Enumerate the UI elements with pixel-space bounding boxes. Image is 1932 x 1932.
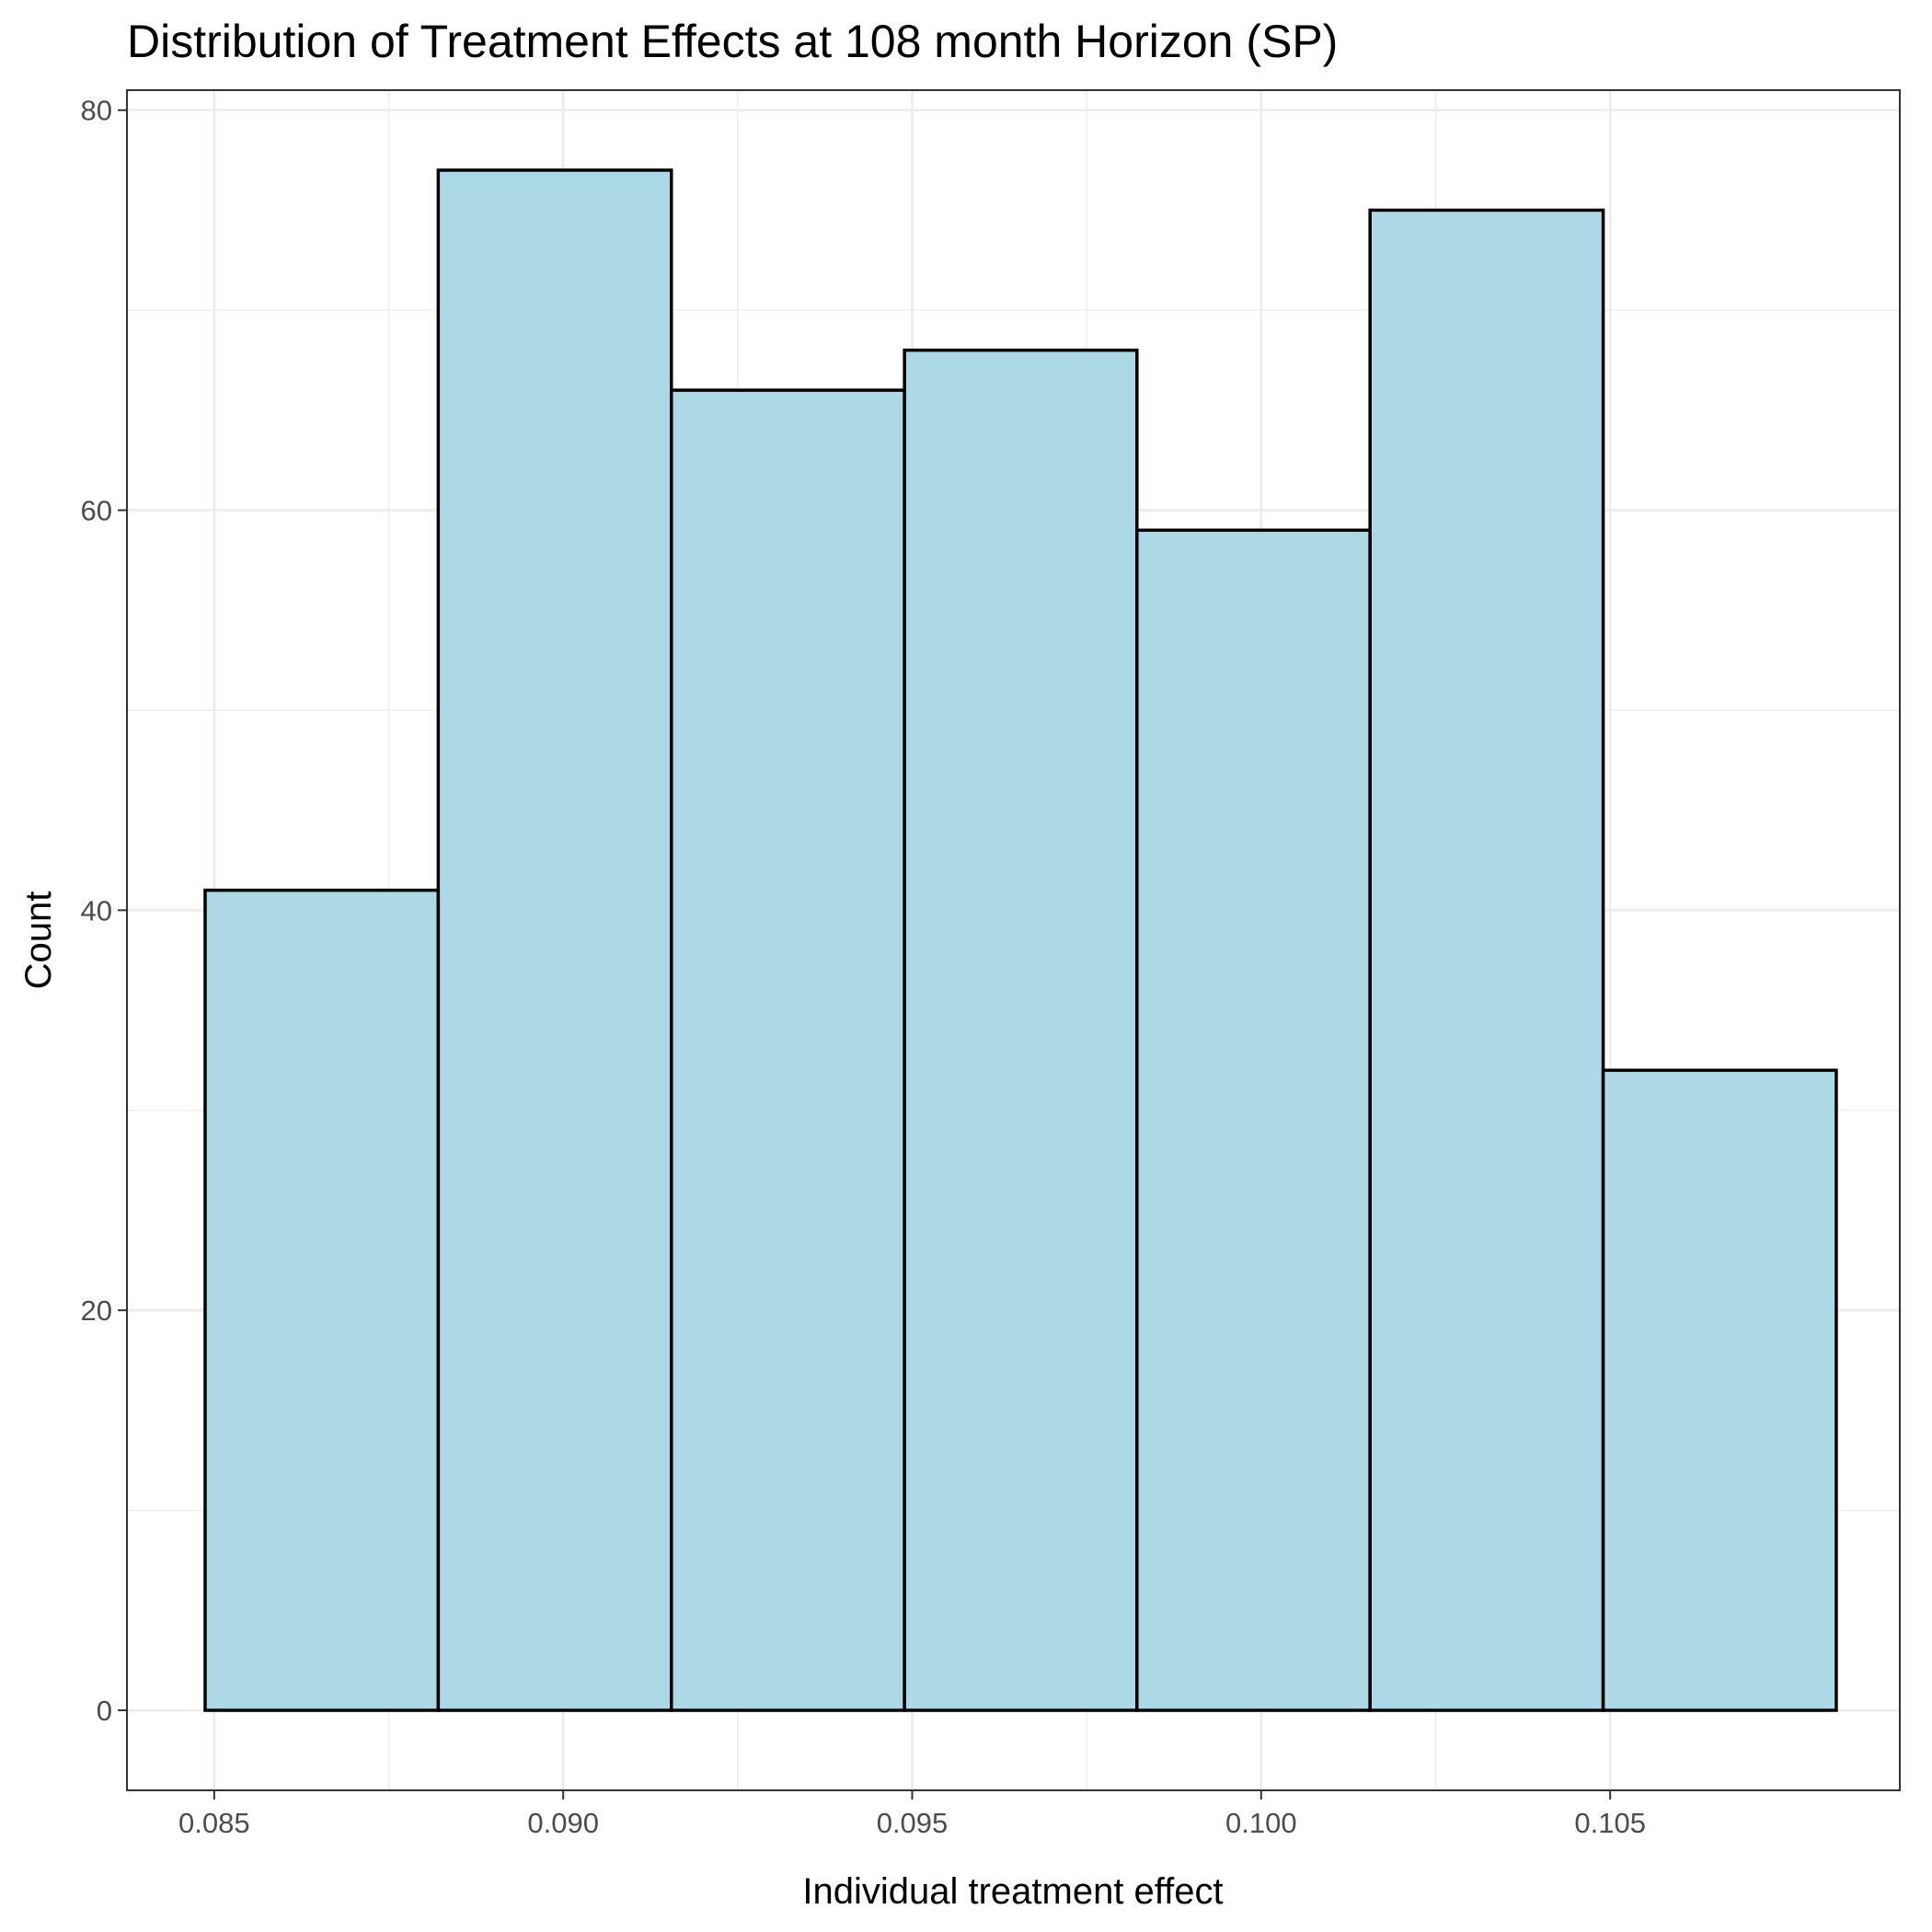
histogram-bar-3 (670, 388, 906, 1712)
histogram-bar-5 (1135, 528, 1372, 1712)
x-tick-label: 0.105 (1574, 1807, 1646, 1839)
panel-border (126, 89, 1901, 1791)
x-tick-label: 0.090 (527, 1807, 599, 1839)
histogram-bar-2 (436, 168, 673, 1712)
x-tick-label: 0.085 (178, 1807, 250, 1839)
x-tick-label: 0.100 (1225, 1807, 1297, 1839)
chart-title: Distribution of Treatment Effects at 108… (127, 16, 1338, 67)
histogram-bars (203, 168, 1838, 1712)
x-axis: 0.085 0.090 0.095 0.100 0.105 (178, 1790, 1646, 1839)
histogram-bar-1 (203, 888, 441, 1712)
histogram-bar-7 (1601, 1068, 1838, 1712)
y-tick-label: 0 (97, 1695, 112, 1727)
x-tick-label: 0.095 (877, 1807, 949, 1839)
y-tick-label: 20 (81, 1294, 112, 1327)
histogram-bar-4 (903, 348, 1139, 1712)
x-axis-title: Individual treatment effect (802, 1871, 1223, 1912)
y-tick-label: 80 (81, 95, 112, 127)
y-tick-label: 60 (81, 495, 112, 527)
y-tick-label: 40 (81, 894, 112, 926)
y-axis-title: Count (18, 891, 59, 990)
y-axis: 0 20 40 60 80 (81, 95, 127, 1727)
histogram-bar-6 (1368, 208, 1605, 1712)
